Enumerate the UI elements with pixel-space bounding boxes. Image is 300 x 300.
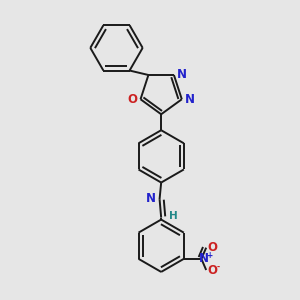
- Text: N: N: [185, 93, 195, 106]
- Text: O: O: [208, 264, 218, 277]
- Text: N: N: [177, 68, 187, 82]
- Text: N: N: [199, 252, 209, 265]
- Text: -: -: [217, 263, 220, 272]
- Text: O: O: [208, 241, 218, 254]
- Text: N: N: [146, 192, 156, 205]
- Text: +: +: [206, 250, 212, 260]
- Text: H: H: [169, 212, 178, 221]
- Text: O: O: [128, 93, 138, 106]
